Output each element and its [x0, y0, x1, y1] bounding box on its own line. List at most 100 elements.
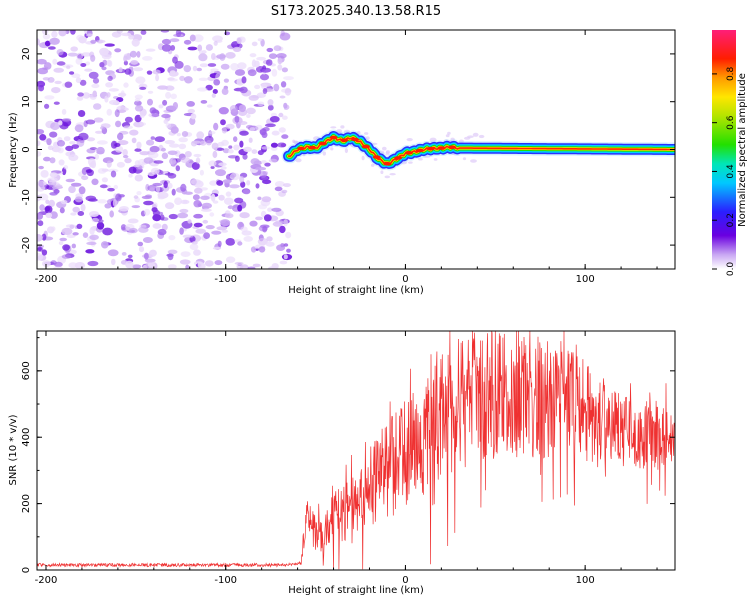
noise-blob	[182, 234, 194, 239]
noise-blob	[202, 219, 209, 224]
noise-blob	[167, 249, 178, 255]
noise-blob	[203, 232, 211, 240]
noise-blob	[92, 77, 100, 84]
noise-speckle	[423, 155, 431, 158]
noise-blob	[134, 94, 143, 100]
noise-blob	[262, 88, 268, 94]
noise-blob	[248, 95, 259, 101]
noise-blob	[184, 191, 193, 195]
x-tick-label: 0	[402, 274, 408, 285]
noise-blob	[76, 223, 83, 229]
noise-blob	[123, 82, 129, 88]
noise-blob	[51, 30, 58, 38]
noise-blob	[49, 37, 60, 45]
noise-blob	[154, 136, 165, 143]
noise-blob	[71, 243, 77, 249]
noise-blob	[128, 34, 135, 40]
noise-blob	[187, 219, 192, 224]
noise-blob	[225, 238, 236, 246]
noise-blob	[51, 87, 61, 94]
noise-blob	[153, 160, 164, 164]
noise-blob	[228, 149, 234, 154]
noise-blob	[222, 179, 232, 184]
noise-blob	[69, 71, 75, 75]
noise-blob	[44, 95, 55, 100]
noise-speckle	[470, 159, 477, 163]
noise-blob	[261, 83, 268, 90]
noise-blob	[75, 57, 83, 65]
noise-blob	[192, 34, 204, 43]
noise-blob	[179, 259, 191, 265]
noise-blob	[44, 40, 51, 47]
y-tick-label: -10	[21, 189, 32, 205]
noise-blob	[121, 252, 127, 256]
noise-blob	[213, 79, 221, 86]
noise-blob	[233, 46, 242, 53]
noise-blob	[152, 223, 162, 229]
noise-speckle	[361, 155, 365, 161]
noise-blob	[48, 46, 56, 50]
noise-blob	[224, 213, 234, 219]
noise-blob	[204, 260, 214, 267]
spectrogram-noise	[37, 30, 488, 269]
noise-blob	[102, 227, 113, 236]
x-tick-label: 100	[576, 575, 595, 586]
noise-blob	[277, 142, 287, 148]
ridge-hotspot	[415, 148, 424, 153]
noise-blob	[76, 96, 84, 101]
noise-blob	[236, 37, 242, 45]
noise-blob	[124, 68, 132, 75]
noise-blob	[283, 102, 288, 109]
noise-blob	[72, 232, 79, 236]
noise-blob	[44, 205, 53, 214]
noise-blob	[211, 230, 222, 235]
noise-blob	[165, 91, 172, 99]
noise-blob	[268, 53, 278, 59]
noise-blob	[49, 172, 58, 178]
noise-blob	[50, 122, 60, 131]
noise-blob	[58, 30, 67, 37]
noise-blob	[262, 179, 272, 185]
noise-blob	[193, 200, 202, 208]
noise-blob	[116, 30, 123, 34]
noise-blob	[125, 260, 134, 269]
noise-blob	[200, 100, 208, 104]
noise-blob	[220, 63, 230, 70]
noise-blob	[277, 64, 283, 71]
noise-speckle	[429, 137, 437, 143]
noise-blob	[259, 128, 267, 136]
noise-blob	[145, 48, 156, 52]
noise-blob	[88, 71, 99, 79]
noise-blob	[85, 61, 90, 66]
noise-blob	[163, 119, 168, 124]
noise-speckle	[447, 131, 451, 135]
noise-blob	[247, 69, 257, 77]
noise-blob	[228, 145, 233, 149]
noise-blob	[255, 216, 263, 221]
y-tick-label: 400	[21, 428, 32, 447]
noise-blob	[254, 60, 260, 68]
noise-blob	[152, 182, 163, 187]
noise-blob	[41, 249, 48, 256]
noise-blob	[118, 92, 127, 97]
noise-blob	[255, 183, 260, 189]
noise-blob	[193, 213, 204, 219]
colorbar-tick-label: 0.6	[726, 115, 736, 130]
noise-blob	[67, 52, 78, 57]
noise-blob	[143, 208, 151, 216]
noise-blob	[151, 207, 158, 213]
noise-blob	[239, 130, 249, 136]
noise-blob	[284, 87, 292, 96]
noise-blob	[278, 112, 284, 118]
noise-blob	[37, 67, 49, 75]
ridge-hotspot	[318, 141, 327, 146]
noise-speckle	[478, 134, 485, 139]
noise-blob	[136, 191, 142, 196]
noise-blob	[122, 149, 128, 156]
noise-blob	[42, 33, 51, 40]
noise-blob	[91, 83, 100, 89]
noise-blob	[85, 195, 97, 202]
noise-blob	[97, 199, 108, 204]
noise-blob	[263, 214, 272, 222]
